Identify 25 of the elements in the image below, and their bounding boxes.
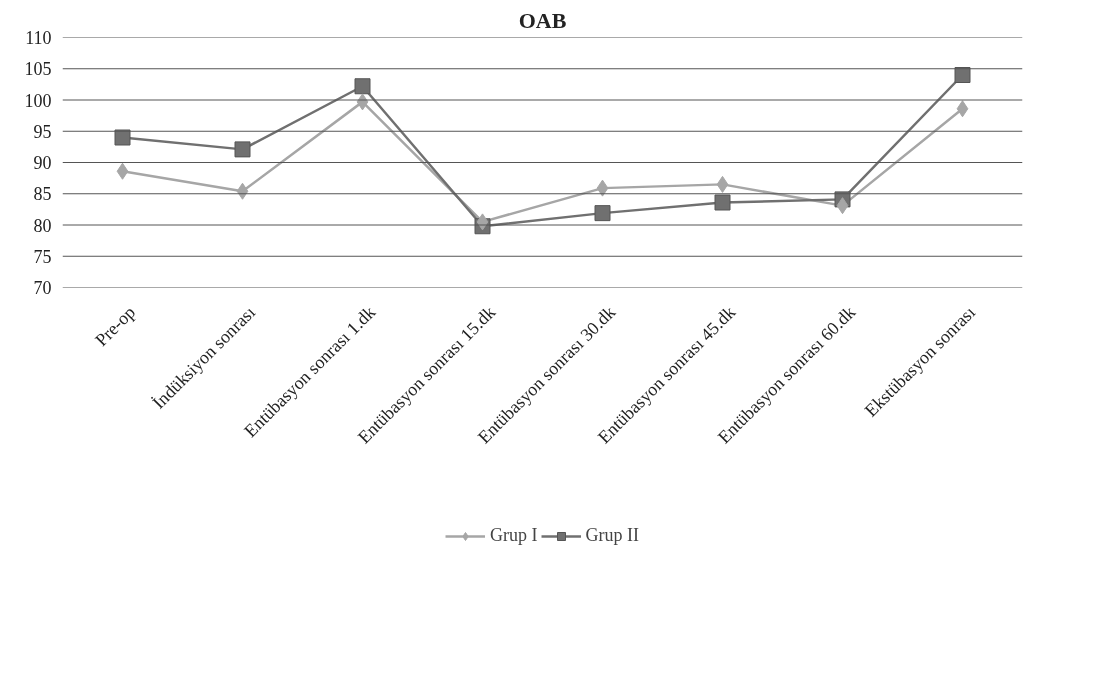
y-tick-label: 80 — [33, 215, 52, 236]
point — [116, 162, 129, 180]
point — [836, 197, 849, 215]
y-tick-label: 85 — [33, 184, 52, 205]
point — [476, 213, 489, 231]
y-tick-label: 70 — [33, 278, 52, 298]
y-tick-label: 105 — [24, 59, 52, 80]
y-tick-label: 90 — [33, 153, 52, 173]
point — [596, 179, 609, 197]
chart-title: OAB — [518, 7, 567, 33]
y-tick-label: 100 — [24, 90, 52, 111]
point — [234, 141, 251, 158]
legend-label: Grup I — [490, 525, 538, 546]
point — [354, 78, 371, 95]
point — [956, 100, 969, 118]
legend-label: Grup II — [585, 525, 639, 546]
point — [594, 205, 611, 222]
y-tick-label: 75 — [33, 246, 52, 267]
point — [714, 194, 731, 211]
y-tick-label: 95 — [33, 121, 52, 142]
point — [236, 182, 249, 200]
y-tick-label: 110 — [25, 28, 52, 48]
point — [716, 175, 729, 193]
point — [954, 67, 971, 83]
point — [114, 129, 131, 146]
